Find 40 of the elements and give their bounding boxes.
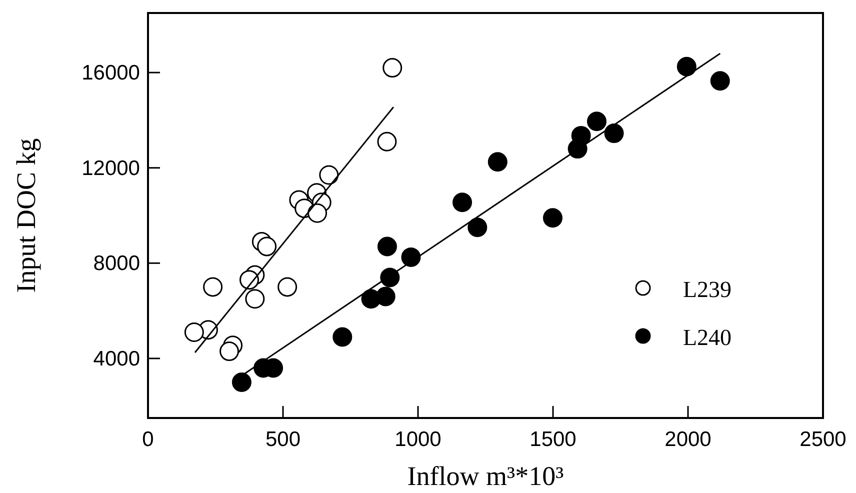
x-tick-label: 2500 [800,428,846,451]
legend-label: L239 [683,277,732,302]
point [380,268,400,288]
point [571,126,591,146]
point [332,327,352,347]
point [278,277,298,297]
x-tick-label: 2000 [664,428,712,451]
point [604,124,624,144]
point [377,132,397,152]
point [220,342,240,362]
point [319,165,339,185]
point [184,322,204,342]
point [542,208,562,228]
x-axis-title: Inflow m³*10³ [407,461,564,491]
point [376,286,396,306]
x-tick-label: 1500 [530,428,576,451]
y-tick-label: 12000 [82,156,140,180]
point [452,192,472,212]
point [401,247,421,267]
point [245,289,265,309]
y-tick-label: 16000 [82,62,140,85]
point [468,218,488,238]
point [488,152,508,172]
point [308,203,328,223]
legend-label: L240 [683,325,732,350]
y-axis-title: Input DOC kg [11,138,41,293]
point [710,71,730,91]
point [382,58,402,78]
point [676,56,696,76]
x-tick-label: 500 [265,428,301,451]
point [203,277,223,297]
x-tick-label: 0 [142,428,154,451]
y-tick-label: 8000 [93,252,140,276]
y-tick-label: 4000 [93,347,140,370]
point [257,236,277,256]
point [586,112,606,132]
point [240,270,259,290]
point [377,236,397,256]
x-tick-label: 1000 [394,428,442,451]
point [232,372,252,392]
